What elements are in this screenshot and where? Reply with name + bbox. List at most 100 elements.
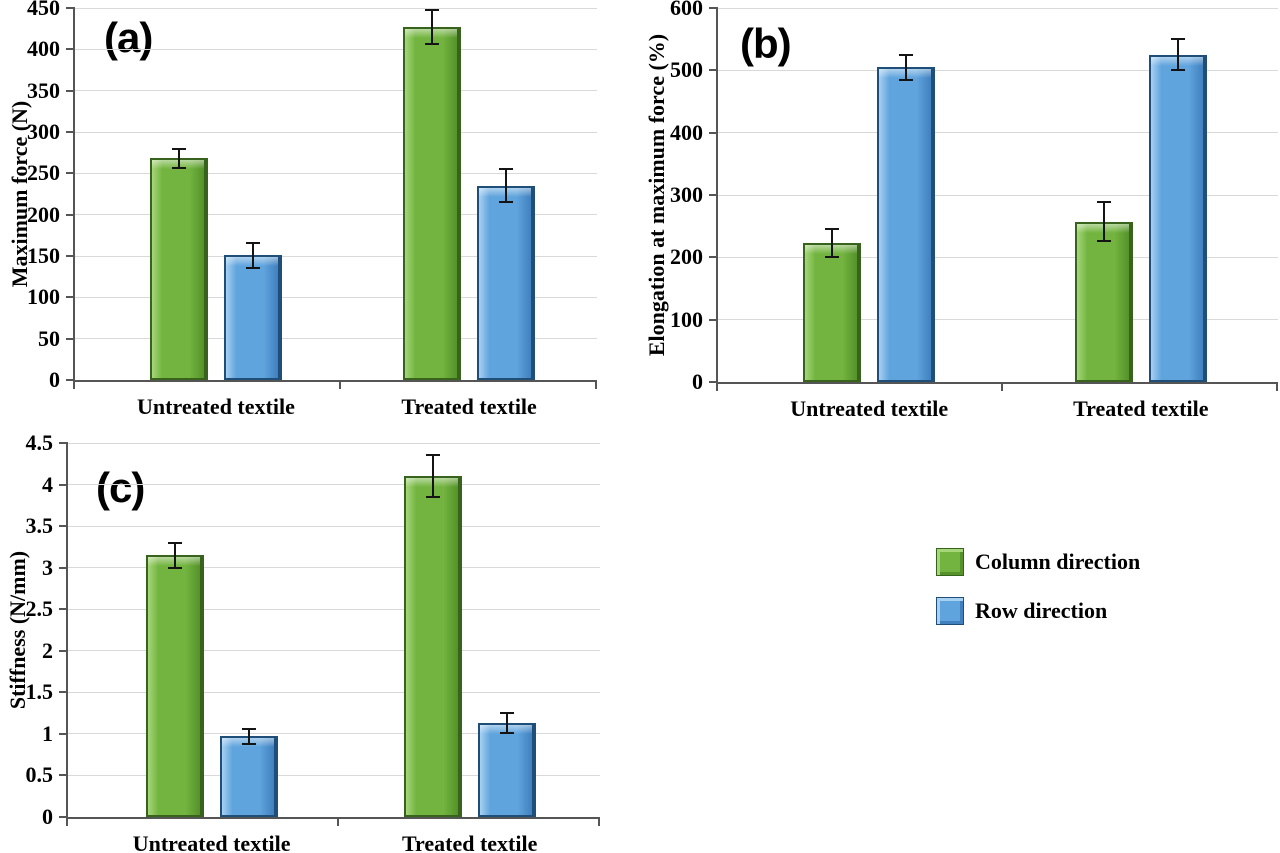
- y-tick-label: 300: [670, 182, 703, 207]
- x-category-label: Untreated textile: [790, 396, 949, 421]
- x-axis-line: [66, 817, 600, 819]
- y-tick-mark: [59, 691, 68, 694]
- gridline: [75, 214, 597, 216]
- gridline: [75, 338, 597, 340]
- error-bar-cap-top: [825, 227, 840, 230]
- error-bar-line: [1176, 39, 1179, 71]
- gridline: [718, 256, 1278, 258]
- y-tick-mark: [709, 318, 718, 321]
- y-tick-mark: [59, 525, 68, 528]
- y-tick-label: 2: [42, 637, 53, 663]
- x-category-label: Untreated textile: [132, 831, 291, 853]
- error-bar-cap-top: [899, 53, 914, 56]
- error-bar-cap-top: [425, 454, 440, 457]
- y-tick-mark: [66, 255, 75, 257]
- y-tick-mark: [66, 131, 75, 133]
- y-tick-label: 100: [27, 284, 60, 310]
- error-bar-cap-bottom: [499, 201, 514, 204]
- x-axis-line: [73, 380, 597, 382]
- y-tick-mark: [59, 732, 68, 735]
- error-bar-cap-bottom: [499, 732, 514, 735]
- y-tick-mark: [59, 649, 68, 652]
- y-tick-mark: [66, 172, 75, 175]
- bar-row: [219, 736, 278, 817]
- legend-item-column: Column direction: [936, 548, 1140, 576]
- y-tick-mark: [59, 442, 68, 444]
- y-tick-mark: [59, 774, 68, 777]
- y-tick-label: 0: [692, 369, 703, 394]
- y-axis-line: [66, 443, 68, 819]
- panel-label-b: (b): [740, 20, 792, 67]
- gridline: [68, 774, 600, 776]
- x-tick-mark: [73, 380, 75, 389]
- panel-label-c: (c): [96, 464, 145, 511]
- y-tick-mark: [59, 483, 68, 486]
- y-tick-mark: [709, 194, 718, 196]
- x-tick-mark: [1000, 382, 1003, 391]
- gridline: [68, 525, 600, 527]
- error-bar-line: [431, 10, 434, 44]
- x-tick-mark: [598, 817, 600, 826]
- error-bar-cap-top: [1096, 201, 1111, 204]
- y-tick-label: 50: [38, 325, 60, 351]
- x-tick-mark: [1276, 382, 1278, 391]
- y-tick-label: 0: [49, 367, 60, 392]
- y-tick-mark: [709, 131, 718, 134]
- error-bar-line: [505, 713, 508, 734]
- error-bar-cap-bottom: [425, 496, 440, 499]
- x-tick-mark: [336, 817, 339, 826]
- gridline: [75, 172, 597, 174]
- y-tick-mark: [66, 7, 75, 9]
- gridline: [75, 296, 597, 298]
- error-bar-cap-bottom: [899, 78, 914, 81]
- gridline: [718, 132, 1278, 134]
- error-bar-cap-top: [499, 712, 514, 715]
- y-tick-mark: [709, 256, 718, 259]
- y-tick-label: 350: [27, 77, 60, 103]
- bar-column: [403, 27, 462, 380]
- gridline: [68, 484, 600, 486]
- error-bar-line: [831, 228, 834, 258]
- x-tick-mark: [338, 380, 341, 389]
- error-bar-line: [173, 542, 176, 568]
- error-bar-cap-top: [425, 9, 440, 12]
- bar-row: [477, 723, 536, 817]
- error-bar-line: [251, 242, 254, 268]
- bar-column: [149, 158, 208, 380]
- y-tick-mark: [66, 48, 75, 51]
- bar-row: [1148, 54, 1207, 382]
- error-bar-line: [505, 169, 508, 203]
- error-bar-cap-bottom: [425, 42, 440, 45]
- y-tick-label: 600: [670, 0, 703, 20]
- x-category-label: Treated textile: [401, 394, 537, 419]
- bar-row: [223, 255, 282, 380]
- gridline: [68, 691, 600, 693]
- error-bar-cap-bottom: [1096, 240, 1111, 243]
- gridline: [718, 7, 1278, 9]
- gridline: [718, 319, 1278, 321]
- error-bar-cap-bottom: [245, 266, 260, 269]
- y-tick-label: 4.5: [25, 430, 54, 455]
- y-tick-mark: [709, 7, 718, 9]
- gridline: [68, 608, 600, 610]
- bar-row: [877, 67, 936, 382]
- error-bar-line: [905, 54, 908, 80]
- gridline: [718, 69, 1278, 71]
- error-bar-cap-top: [171, 148, 186, 151]
- bar-column: [403, 476, 462, 817]
- bar-row: [477, 185, 536, 380]
- error-bar-cap-bottom: [1170, 69, 1185, 72]
- y-tick-mark: [66, 337, 75, 340]
- legend-label: Column direction: [975, 549, 1141, 574]
- x-category-label: Treated textile: [401, 831, 538, 853]
- y-tick-label: 200: [670, 244, 703, 270]
- y-tick-label: 300: [27, 119, 60, 144]
- y-tick-label: 250: [27, 160, 60, 186]
- y-tick-mark: [59, 566, 68, 569]
- error-bar-line: [247, 728, 250, 744]
- bar-column: [803, 242, 862, 382]
- gridline: [718, 194, 1278, 196]
- legend-item-row: Row direction: [936, 597, 1140, 625]
- gridline: [75, 48, 597, 50]
